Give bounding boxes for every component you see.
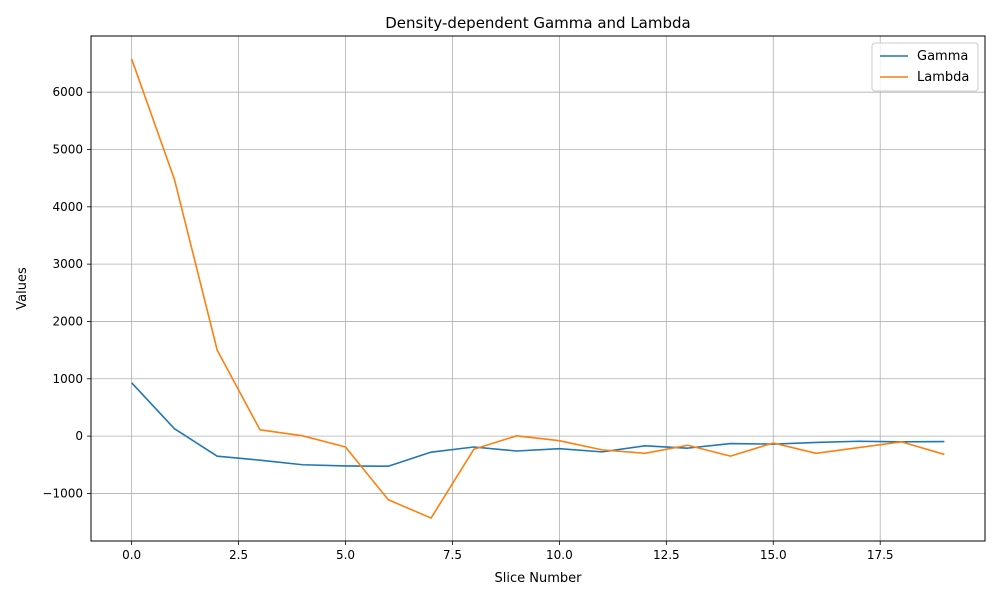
y-tick-label: 2000 [52, 314, 83, 328]
y-axis-label: Values [15, 267, 30, 310]
x-tick-label: 12.5 [653, 548, 680, 562]
y-axis-ticks: −1000 0 1000 2000 3000 4000 5000 6000 [42, 85, 91, 500]
chart-title: Density-dependent Gamma and Lambda [385, 14, 690, 32]
x-tick-label: 10.0 [546, 548, 573, 562]
y-tick-label: 4000 [52, 200, 83, 214]
x-axis-ticks: 0.0 2.5 5.0 7.5 10.0 12.5 15.0 17.5 [122, 541, 894, 562]
series-line-lambda [130, 58, 945, 519]
legend-label-lambda: Lambda [917, 70, 969, 85]
x-tick-label: 7.5 [443, 548, 462, 562]
y-tick-label: 5000 [52, 142, 83, 156]
y-tick-label: 6000 [52, 85, 83, 99]
x-tick-label: 2.5 [229, 548, 248, 562]
y-tick-label: 0 [75, 429, 83, 443]
grid [91, 36, 985, 541]
x-tick-label: 5.0 [336, 548, 355, 562]
y-tick-label: 3000 [52, 257, 83, 271]
x-tick-label: 0.0 [122, 548, 141, 562]
series-lines [130, 58, 945, 519]
plot-area [91, 36, 985, 541]
y-tick-label: −1000 [42, 486, 83, 500]
y-tick-label: 1000 [52, 372, 83, 386]
x-tick-label: 15.0 [760, 548, 787, 562]
legend: Gamma Lambda [871, 42, 979, 92]
legend-label-gamma: Gamma [917, 49, 968, 64]
series-line-gamma [131, 382, 945, 468]
plot-frame [90, 35, 986, 542]
x-tick-label: 17.5 [867, 548, 894, 562]
x-axis-label: Slice Number [495, 571, 583, 586]
legend-box [871, 42, 979, 92]
